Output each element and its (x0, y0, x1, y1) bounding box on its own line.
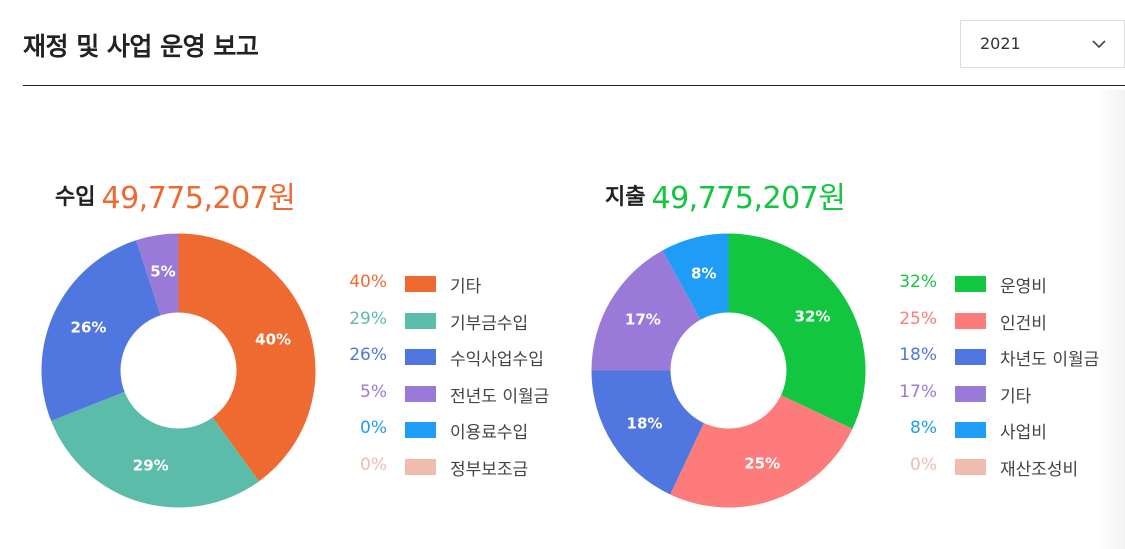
legend-swatch (955, 385, 986, 402)
legend-label: 정부보조금 (450, 459, 529, 480)
donut-hole (120, 312, 237, 429)
slice-value-label: 25% (744, 455, 780, 473)
legend-percent: 17% (899, 381, 937, 402)
legend-label: 사업비 (1000, 423, 1047, 443)
legend-label: 차년도 이월금 (1000, 350, 1100, 370)
legend-swatch (405, 276, 436, 292)
legend-percent: 18% (899, 345, 937, 365)
legend-swatch (405, 312, 436, 329)
expense-legend: 32% 운영비 25% 인건비 18% 차년도 이월금 17% 기타 8% 사업비 0% 재산조성비 (880, 268, 1110, 487)
legend-label: 전년도 이월금 (450, 386, 550, 407)
legend-label: 재산조성비 (1000, 459, 1079, 480)
income-legend: 40% 기타 29% 기부금수입 26% 수익사업수입 5% 전년도 이월금 0% 이용료수입 0%… (330, 268, 560, 487)
legend-percent: 32% (899, 272, 937, 292)
legend-swatch (955, 312, 986, 329)
legend-label: 이용료수입 (450, 423, 529, 443)
legend-item[interactable]: 8% 사업비 (880, 414, 1110, 451)
income-total: 수입 49,775,207원 (55, 173, 296, 217)
legend-percent: 40% (349, 272, 387, 292)
chevron-down-icon (1092, 40, 1106, 49)
legend-label: 기타 (450, 277, 482, 297)
legend-item[interactable]: 5% 전년도 이월금 (330, 378, 560, 415)
legend-percent: 0% (910, 454, 937, 475)
expense-donut-chart: 32% 25% 18% 17% 8% (591, 233, 866, 508)
legend-label: 인건비 (1000, 313, 1047, 334)
legend-item[interactable]: 25% 인건비 (880, 305, 1110, 342)
income-donut-chart: 40% 29% 26% 5% (41, 233, 316, 508)
legend-item[interactable]: 32% 운영비 (880, 268, 1110, 305)
donut-hole (670, 312, 787, 429)
legend-percent: 0% (360, 418, 387, 438)
legend-percent: 29% (349, 308, 387, 329)
legend-label: 수익사업수입 (450, 350, 544, 370)
legend-swatch (955, 349, 986, 365)
donut-slice-1[interactable] (178, 233, 316, 482)
report-header: 재정 및 사업 운영 보고 2021 (23, 0, 1125, 86)
legend-percent: 26% (349, 345, 387, 365)
legend-item[interactable]: 40% 기타 (330, 268, 560, 305)
donut-slice-2[interactable] (51, 370, 260, 508)
legend-swatch (955, 458, 986, 475)
income-chart-panel: 수입 49,775,207원 40% 29% 26% 5% 40% 기타 29% 기부금수입 2… (30, 165, 570, 525)
legend-swatch (955, 276, 986, 292)
legend-label: 기부금수입 (450, 313, 529, 334)
slice-value-label: 40% (255, 330, 291, 348)
slice-value-label: 26% (71, 319, 107, 337)
legend-item[interactable]: 0% 정부보조금 (330, 451, 560, 488)
legend-swatch (405, 422, 436, 438)
legend-swatch (405, 385, 436, 402)
legend-label: 기타 (1000, 386, 1032, 407)
legend-item[interactable]: 0% 재산조성비 (880, 451, 1110, 488)
scroll-shadow (1097, 90, 1125, 549)
expense-total-label: 지출 (605, 185, 646, 210)
expense-total: 지출 49,775,207원 (605, 173, 846, 217)
legend-percent: 5% (360, 381, 387, 402)
legend-item[interactable]: 0% 이용료수입 (330, 414, 560, 451)
legend-item[interactable]: 26% 수익사업수입 (330, 341, 560, 378)
legend-swatch (955, 422, 986, 438)
slice-value-label: 17% (625, 310, 661, 328)
year-select-value: 2021 (980, 34, 1021, 53)
expense-total-amount: 49,775,207원 (651, 181, 846, 216)
legend-item[interactable]: 17% 기타 (880, 378, 1110, 415)
legend-percent: 8% (910, 418, 937, 438)
legend-swatch (405, 458, 436, 475)
slice-value-label: 5% (150, 263, 175, 281)
expense-chart-panel: 지출 49,775,207원 32% 25% 18% 17% 8% 32% 운영비 25% 인건… (580, 165, 1120, 525)
legend-percent: 0% (360, 454, 387, 475)
legend-item[interactable]: 18% 차년도 이월금 (880, 341, 1110, 378)
slice-value-label: 18% (627, 414, 663, 432)
legend-item[interactable]: 29% 기부금수입 (330, 305, 560, 342)
legend-swatch (405, 349, 436, 365)
year-select[interactable]: 2021 (960, 20, 1125, 68)
page-title: 재정 및 사업 운영 보고 (23, 32, 259, 61)
income-total-amount: 49,775,207원 (101, 181, 296, 216)
income-total-label: 수입 (55, 185, 96, 210)
legend-label: 운영비 (1000, 277, 1047, 297)
legend-percent: 25% (899, 308, 937, 329)
slice-value-label: 29% (133, 457, 169, 475)
slice-value-label: 8% (691, 265, 716, 283)
slice-value-label: 32% (795, 308, 831, 326)
